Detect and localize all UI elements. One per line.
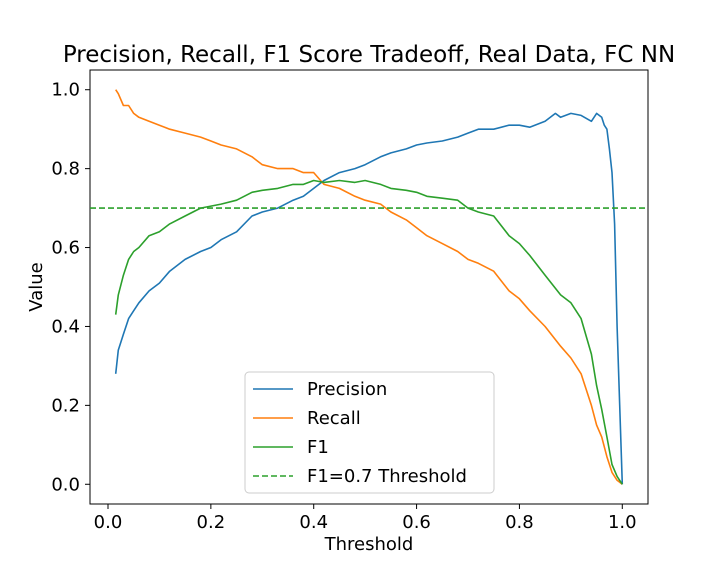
y-axis-label: Value [26,262,47,311]
legend-label-precision: Precision [307,379,387,400]
x-tick-label: 0.0 [94,512,123,533]
legend-label-f1: F1 [307,437,329,458]
y-axis: 0.0 0.2 0.4 0.6 0.8 1.0 [51,80,90,495]
y-tick-label: 0.0 [51,474,80,495]
legend-label-recall: Recall [307,408,361,429]
y-tick-label: 0.4 [51,316,80,337]
y-tick-label: 0.8 [51,159,80,180]
plot-area [89,69,649,505]
y-tick-label: 1.0 [51,80,80,101]
y-tick-label: 0.2 [51,395,80,416]
x-tick-label: 1.0 [608,512,637,533]
series-line-recall [115,89,623,485]
x-tick-label: 0.4 [299,512,328,533]
series-line-f1 [114,179,623,485]
x-axis-label: Threshold [324,534,414,555]
x-tick-label: 0.8 [505,512,534,533]
series-line-precision [114,112,624,485]
legend-box [244,371,495,494]
legend: Precision Recall F1 F1=0.7 Threshold [244,371,495,494]
x-tick-label: 0.2 [197,512,226,533]
series-lines [90,89,648,485]
y-tick-label: 0.6 [51,238,80,259]
x-axis: 0.0 0.2 0.4 0.6 0.8 1.0 [94,504,637,533]
chart-title: Precision, Recall, F1 Score Tradeoff, Re… [63,42,675,68]
x-tick-label: 0.6 [402,512,431,533]
legend-label-f1-0-7-threshold: F1=0.7 Threshold [307,466,467,487]
